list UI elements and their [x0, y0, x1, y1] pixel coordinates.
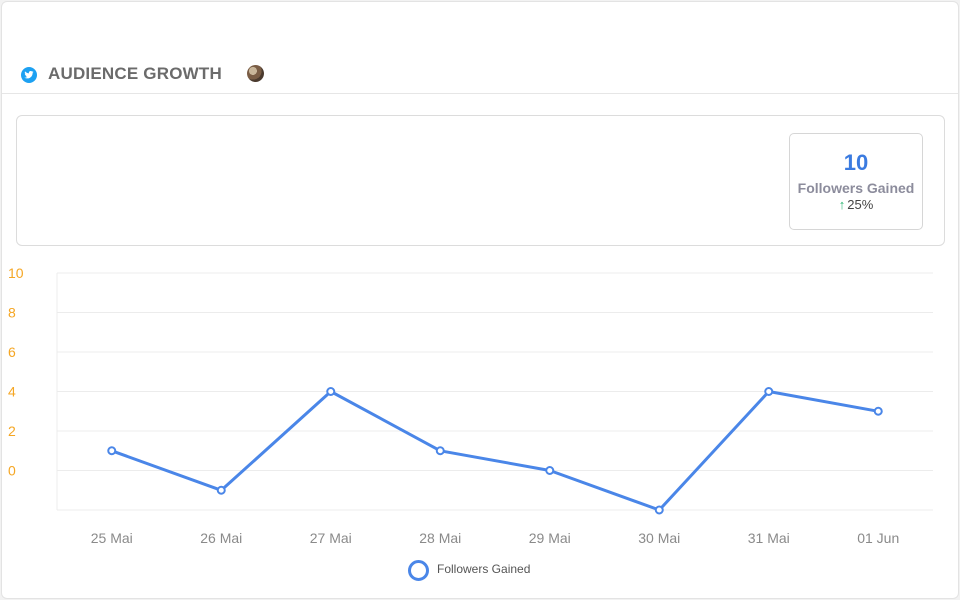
y-tick-label: 8 [8, 305, 16, 321]
legend-marker-icon [408, 560, 429, 581]
metric-change-value: 25% [847, 197, 874, 212]
up-arrow-icon: ↑ [838, 197, 846, 212]
card-header: AUDIENCE GROWTH [2, 50, 958, 94]
x-tick-label: 27 Mai [310, 530, 352, 546]
data-point [764, 387, 774, 396]
metric-label: Followers Gained [797, 180, 915, 196]
y-tick-label: 0 [8, 463, 16, 479]
data-point [435, 446, 445, 456]
followers-gained-metric: 10 Followers Gained ↑ 25% [789, 133, 923, 230]
data-point [107, 446, 117, 456]
page-title: AUDIENCE GROWTH [48, 64, 222, 83]
x-tick-label: 31 Mai [748, 530, 790, 546]
data-point [873, 406, 883, 416]
x-tick-label: 26 Mai [200, 530, 242, 546]
y-tick-label: 2 [8, 423, 16, 439]
summary-panel: 10 Followers Gained ↑ 25% [16, 115, 945, 246]
data-point [216, 485, 226, 495]
y-tick-label: 4 [8, 384, 16, 400]
y-tick-label: 6 [8, 344, 16, 360]
metric-change: ↑ 25% [790, 197, 922, 212]
y-tick-label: 10 [8, 265, 24, 281]
x-tick-label: 25 Mai [91, 530, 133, 546]
legend-label: Followers Gained [437, 562, 531, 576]
x-tick-label: 30 Mai [638, 530, 680, 546]
x-tick-label: 01 Jun [857, 530, 899, 546]
twitter-icon [21, 67, 37, 83]
data-point [545, 466, 555, 475]
metric-value: 10 [843, 150, 869, 175]
x-tick-label: 29 Mai [529, 530, 571, 546]
data-point [326, 387, 336, 396]
avatar[interactable] [247, 65, 264, 82]
series-line [111, 390, 879, 512]
data-point [654, 505, 664, 515]
x-tick-label: 28 Mai [419, 530, 461, 546]
